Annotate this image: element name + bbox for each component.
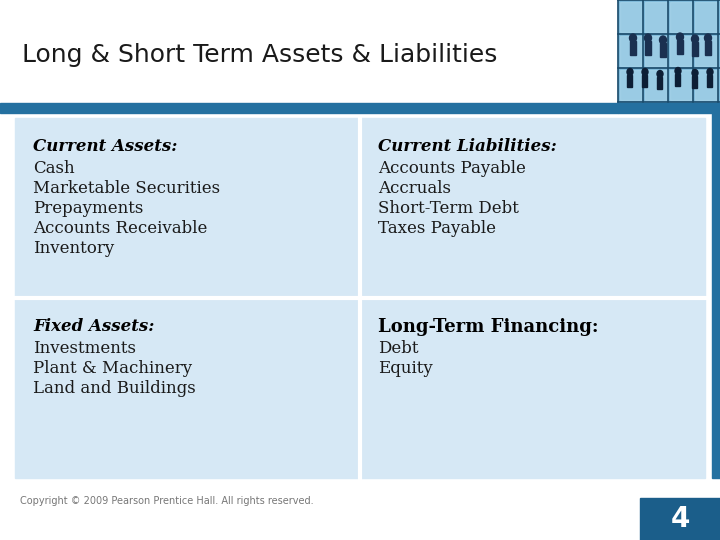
- Text: Current Assets:: Current Assets:: [33, 138, 177, 155]
- Bar: [15, 118, 705, 478]
- Ellipse shape: [704, 34, 711, 42]
- Bar: [627, 75, 632, 87]
- Text: Long-Term Financing:: Long-Term Financing:: [378, 318, 598, 336]
- Bar: [618, 103, 720, 113]
- Bar: [670, 2, 692, 32]
- Text: Plant & Machinery: Plant & Machinery: [33, 360, 192, 377]
- Text: Accruals: Accruals: [378, 180, 451, 197]
- Text: Current Liabilities:: Current Liabilities:: [378, 138, 557, 155]
- Bar: [630, 41, 636, 55]
- Bar: [670, 36, 692, 66]
- Text: Short-Term Debt: Short-Term Debt: [378, 200, 519, 217]
- Bar: [620, 70, 642, 100]
- Ellipse shape: [707, 69, 713, 76]
- Bar: [640, 498, 720, 540]
- Text: Prepayments: Prepayments: [33, 200, 143, 217]
- Bar: [670, 70, 692, 100]
- Bar: [675, 74, 680, 86]
- Bar: [657, 77, 662, 89]
- Text: Inventory: Inventory: [33, 240, 114, 257]
- Ellipse shape: [675, 68, 681, 75]
- Ellipse shape: [660, 36, 667, 44]
- Text: Cash: Cash: [33, 160, 75, 177]
- Bar: [695, 36, 717, 66]
- Bar: [677, 40, 683, 54]
- Bar: [660, 43, 666, 57]
- Bar: [645, 36, 667, 66]
- Text: Equity: Equity: [378, 360, 433, 377]
- Text: Marketable Securities: Marketable Securities: [33, 180, 220, 197]
- Ellipse shape: [627, 69, 633, 76]
- Bar: [712, 113, 720, 478]
- Bar: [645, 41, 651, 55]
- Text: Accounts Receivable: Accounts Receivable: [33, 220, 207, 237]
- Text: Long & Short Term Assets & Liabilities: Long & Short Term Assets & Liabilities: [22, 43, 498, 67]
- Ellipse shape: [692, 70, 698, 77]
- Bar: [618, 0, 720, 105]
- Bar: [620, 2, 642, 32]
- Text: Copyright © 2009 Pearson Prentice Hall. All rights reserved.: Copyright © 2009 Pearson Prentice Hall. …: [20, 496, 314, 506]
- Bar: [620, 36, 642, 66]
- Ellipse shape: [657, 71, 663, 78]
- Ellipse shape: [629, 34, 636, 42]
- Text: 4: 4: [670, 505, 690, 533]
- Text: Land and Buildings: Land and Buildings: [33, 380, 196, 397]
- Bar: [642, 75, 647, 87]
- Bar: [692, 42, 698, 56]
- Text: Accounts Payable: Accounts Payable: [378, 160, 526, 177]
- Bar: [692, 76, 697, 88]
- Text: Taxes Payable: Taxes Payable: [378, 220, 496, 237]
- Text: Investments: Investments: [33, 340, 136, 357]
- Text: Fixed Assets:: Fixed Assets:: [33, 318, 154, 335]
- Bar: [705, 41, 711, 55]
- Bar: [645, 2, 667, 32]
- Ellipse shape: [677, 33, 683, 41]
- Bar: [707, 75, 712, 87]
- Bar: [695, 70, 717, 100]
- Bar: [695, 2, 717, 32]
- Bar: [0, 103, 618, 113]
- Ellipse shape: [642, 69, 648, 76]
- Ellipse shape: [644, 34, 652, 42]
- Text: Debt: Debt: [378, 340, 418, 357]
- Ellipse shape: [691, 35, 698, 43]
- Bar: [645, 70, 667, 100]
